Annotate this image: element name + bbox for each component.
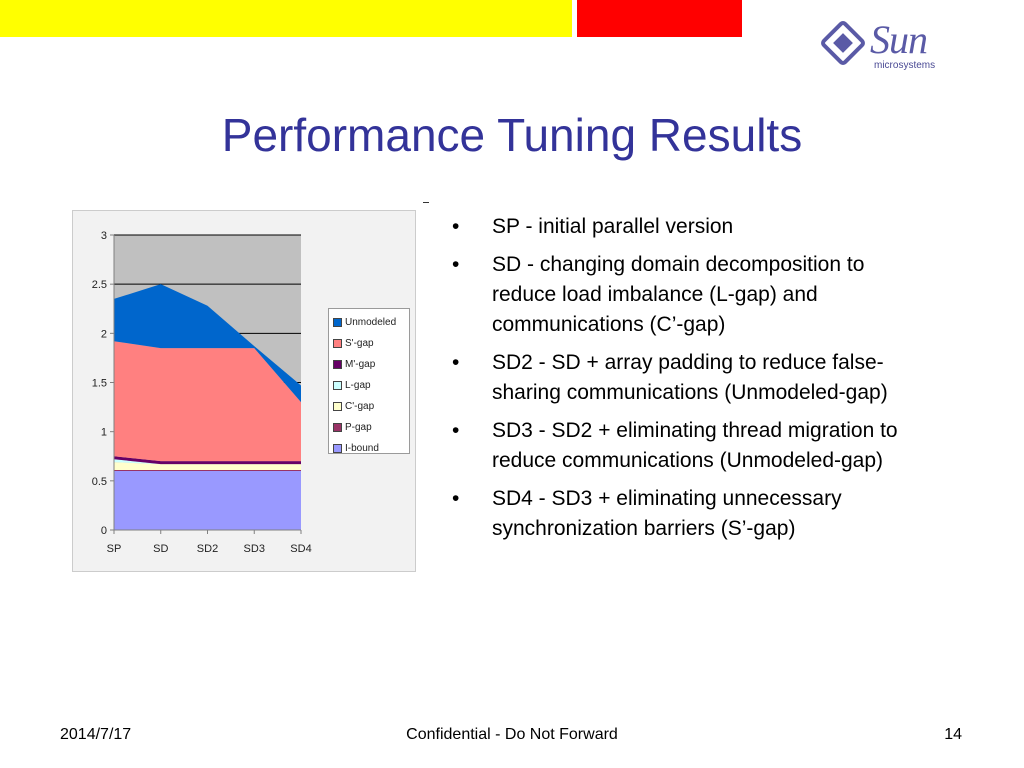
bullet-item: • SD3 - SD2 + eliminating thread migratio… xyxy=(452,416,932,476)
logo-subtitle: microsystems xyxy=(874,60,936,71)
sun-logo-icon xyxy=(821,21,865,65)
legend-item: Unmodeled xyxy=(333,312,409,333)
stray-mark xyxy=(423,202,429,203)
bullet-item: • SD - changing domain decomposition to r… xyxy=(452,250,932,340)
sun-logo: Sun microsystems xyxy=(820,17,960,78)
y-tick-label: 0.5 xyxy=(92,476,107,488)
area-m-gap xyxy=(114,456,301,465)
bullet-text: SD2 - SD + array padding to reduce false… xyxy=(492,351,888,404)
x-tick-label: SD2 xyxy=(197,543,218,555)
bullet-dot: • xyxy=(452,487,460,510)
legend-swatch xyxy=(333,423,342,432)
footer-date: 2014/7/17 xyxy=(60,726,132,743)
bullet-dot: • xyxy=(452,215,460,238)
footer-confidential: Confidential - Do Not Forward xyxy=(406,726,618,743)
bullet-text: SP - initial parallel version xyxy=(492,215,734,238)
bullet-item: • SP - initial parallel version xyxy=(452,212,932,242)
chart-panel: 0 0.5 1 1.5 2 2.5 3 SP SD SD2 SD3 SD4 Unmodeled S'-g… xyxy=(72,210,416,572)
bullet-item: • SD2 - SD + array padding to reduce fals… xyxy=(452,348,932,408)
y-tick-label: 2 xyxy=(101,328,107,340)
stacked-area-chart: 0 0.5 1 1.5 2 2.5 3 SP SD SD2 SD3 SD4 xyxy=(92,230,312,555)
legend-item: C'-gap xyxy=(333,396,409,417)
area-unmodeled xyxy=(114,284,301,403)
legend-label: M'-gap xyxy=(345,359,376,370)
slide-title: Performance Tuning Results xyxy=(221,109,803,161)
legend-swatch xyxy=(333,402,342,411)
bullet-dot: • xyxy=(452,351,460,374)
bullet-dot: • xyxy=(452,419,460,442)
legend-item: M'-gap xyxy=(333,354,409,375)
bullet-text: SD - changing domain decomposition to re… xyxy=(492,253,865,336)
bullet-text: SD3 - SD2 + eliminating thread migration… xyxy=(492,419,898,472)
x-tick-label: SD3 xyxy=(244,543,265,555)
bullet-dot: • xyxy=(452,253,460,276)
y-tick-label: 1 xyxy=(101,427,107,439)
header-yellow-bar xyxy=(0,0,572,37)
bullet-text: SD4 - SD3 + eliminating unnecessary sync… xyxy=(492,487,842,540)
x-tick-label: SD4 xyxy=(290,543,311,555)
legend-swatch xyxy=(333,318,342,327)
area-s-gap xyxy=(114,341,301,462)
legend-label: C'-gap xyxy=(345,401,375,412)
logo-word: Sun xyxy=(870,17,928,62)
y-tick-label: 0 xyxy=(101,525,107,537)
y-tick-label: 1.5 xyxy=(92,378,107,390)
legend-swatch xyxy=(333,444,342,453)
header-red-bar xyxy=(577,0,742,37)
legend-item: S'-gap xyxy=(333,333,409,354)
legend-label: I-bound xyxy=(345,443,379,454)
area-i-bound xyxy=(114,471,301,530)
bullet-item: • SD4 - SD3 + eliminating unnecessary syn… xyxy=(452,484,932,544)
footer-page-number: 14 xyxy=(944,726,962,743)
legend-swatch xyxy=(333,381,342,390)
legend-label: S'-gap xyxy=(345,338,374,349)
chart-legend: Unmodeled S'-gap M'-gap L-gap C'-gap P-gap I-b… xyxy=(328,308,410,454)
legend-label: L-gap xyxy=(345,380,371,391)
y-tick-label: 2.5 xyxy=(92,279,107,291)
legend-item: I-bound xyxy=(333,438,409,459)
legend-label: P-gap xyxy=(345,422,372,433)
y-tick-label: 3 xyxy=(101,230,107,242)
legend-swatch xyxy=(333,339,342,348)
area-p-gap xyxy=(114,470,301,471)
bullet-list: • SP - initial parallel version • SD - chan… xyxy=(452,212,932,552)
x-tick-label: SD xyxy=(153,543,168,555)
legend-swatch xyxy=(333,360,342,369)
legend-label: Unmodeled xyxy=(345,317,397,328)
legend-item: P-gap xyxy=(333,417,409,438)
legend-item: L-gap xyxy=(333,375,409,396)
x-tick-label: SP xyxy=(107,543,122,555)
